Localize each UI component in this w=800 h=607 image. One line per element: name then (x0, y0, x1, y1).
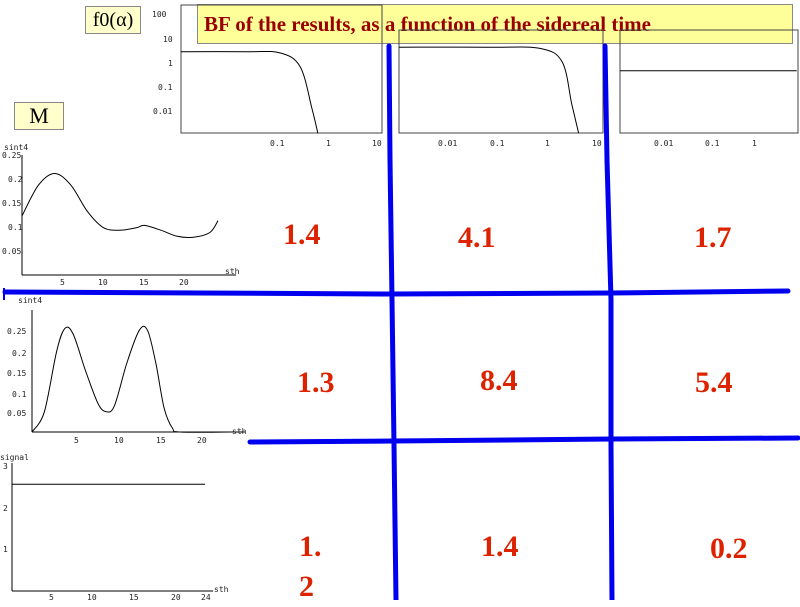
left-plot-3-ytick-3: 3 (3, 462, 8, 471)
top-plot-1-ytick-0.1: 0.1 (158, 83, 173, 92)
top-plot-1-curve (180, 50, 319, 134)
top-plot-3-xtick-1: 1 (752, 139, 757, 148)
left-plot-1: sint4 sth 0.25 0.2 0.15 0.1 0.05 5 10 15… (2, 143, 240, 287)
top-plot-2-frame (398, 29, 604, 134)
left-plot-2: sint4 sth 0.25 0.2 0.15 0.1 0.05 5 10 15… (7, 296, 247, 445)
left-plot-3-ytick-2: 2 (3, 504, 8, 513)
left-plot-2-ytick-0.1: 0.1 (12, 390, 27, 399)
value-row1-col1: 1.4 (283, 218, 321, 251)
left-plot-2-xtick-10: 10 (114, 436, 124, 445)
left-plot-1-ytick-0.2: 0.2 (8, 175, 23, 184)
left-plot-1-ytick-0.25: 0.25 (2, 151, 21, 160)
top-plot-2-xtick-1: 1 (545, 139, 550, 148)
grid-hline-1 (2, 288, 791, 297)
left-plot-2-xtick-5: 5 (74, 436, 79, 445)
left-plot-3-xtick-24: 24 (201, 593, 211, 600)
m-label: M (14, 102, 64, 130)
f0-alpha-label: f0(α) (85, 6, 141, 34)
left-plot-2-xlabel: sth (232, 427, 247, 436)
left-plot-1-ytick-0.05: 0.05 (2, 247, 21, 256)
left-plot-1-curve (21, 172, 219, 239)
top-plot-1-ytick-1: 1 (168, 59, 173, 68)
grid-lines (2, 43, 800, 600)
left-plot-2-ytick-0.15: 0.15 (7, 369, 26, 378)
left-plot-2-curve (31, 325, 231, 433)
top-plot-1-frame (180, 4, 383, 134)
value-row2-col1: 1.3 (297, 366, 335, 399)
value-row2-col3: 5.4 (695, 366, 733, 399)
left-plot-2-xtick-20: 20 (197, 436, 207, 445)
top-plot-2: 0.01 0.1 1 10 (398, 29, 604, 148)
top-plot-3: 0.01 0.1 1 (619, 29, 799, 148)
top-plot-2-xtick-0.01: 0.01 (438, 139, 457, 148)
value-row3-col3: 0.2 (710, 532, 748, 565)
top-plot-1-xtick-0.1: 0.1 (270, 139, 285, 148)
left-plot-1-ylabel: sint4 (4, 143, 28, 152)
page-title: BF of the results, as a function of the … (197, 4, 793, 44)
top-plot-1: 100 10 1 0.1 0.01 0.1 1 10 (152, 4, 383, 148)
left-plot-3-ytick-1: 1 (3, 545, 8, 554)
top-plot-1-ytick-0.01: 0.01 (153, 107, 172, 116)
left-plot-2-ylabel: sint4 (18, 296, 42, 305)
left-plot-2-ytick-0.25: 0.25 (7, 327, 26, 336)
left-plot-3-xlabel: sth (214, 585, 229, 594)
left-plot-1-xtick-5: 5 (60, 278, 65, 287)
left-plot-1-xlabel: sth (225, 267, 240, 276)
top-plot-3-frame (619, 29, 799, 134)
left-plot-1-xtick-15: 15 (139, 278, 149, 287)
value-row2-col2: 8.4 (480, 364, 518, 397)
top-plot-1-xtick-10: 10 (372, 139, 382, 148)
value-row3-col1: 1. 2 (299, 530, 322, 603)
left-plot-2-ytick-0.05: 0.05 (7, 409, 26, 418)
top-plot-1-xtick-1: 1 (326, 139, 331, 148)
top-plot-2-curve (399, 46, 580, 134)
grid-vline-2 (602, 43, 615, 600)
left-plot-1-ytick-0.1: 0.1 (8, 223, 23, 232)
value-row3-col2: 1.4 (481, 530, 519, 563)
left-plot-3: signal sth 3 2 1 5 10 15 20 24 (0, 453, 229, 600)
top-plot-1-ytick-10: 10 (163, 35, 173, 44)
value-row1-col2: 4.1 (458, 221, 496, 254)
top-plot-2-xtick-10: 10 (592, 139, 602, 148)
grid-hline-2 (247, 435, 800, 445)
left-plot-1-xtick-20: 20 (179, 278, 189, 287)
top-plot-2-xtick-0.1: 0.1 (490, 139, 505, 148)
left-plot-1-xtick-10: 10 (98, 278, 108, 287)
left-plot-3-xtick-20: 20 (171, 593, 181, 600)
left-plot-2-xtick-15: 15 (156, 436, 166, 445)
left-plot-3-xtick-5: 5 (49, 593, 54, 600)
left-plot-3-xtick-10: 10 (87, 593, 97, 600)
left-plot-2-ytick-0.2: 0.2 (12, 349, 27, 358)
left-plot-3-xtick-15: 15 (129, 593, 139, 600)
value-row1-col3: 1.7 (694, 221, 732, 254)
left-plot-3-ylabel: signal (0, 453, 29, 462)
left-plot-1-ytick-0.15: 0.15 (2, 199, 21, 208)
grid-vline-1 (386, 43, 399, 600)
top-plot-3-xtick-0.1: 0.1 (705, 139, 720, 148)
top-plot-1-ytick-100: 100 (152, 10, 167, 19)
top-plot-3-xtick-0.01: 0.01 (654, 139, 673, 148)
